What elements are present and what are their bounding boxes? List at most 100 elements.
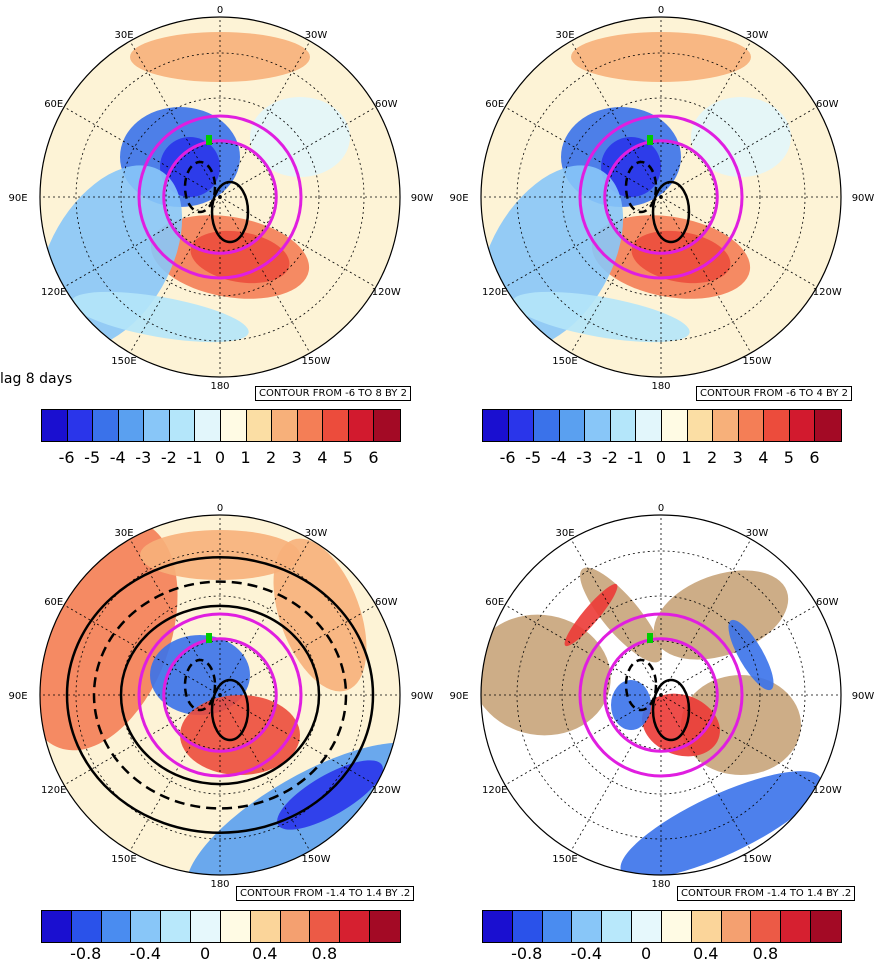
latitude-circle [165,142,275,252]
anomaly-blob [681,675,801,775]
colorbar-tick-label: 3 [291,448,302,467]
longitude-label: 30E [555,528,574,539]
colorbar-swatch [572,911,603,942]
magenta-ring [603,139,719,255]
colorbar-swatch [781,911,812,942]
anomaly-blob [481,614,611,736]
colorbar-tick-label: 2 [707,448,718,467]
longitude-label: 60W [816,597,839,608]
longitude-label: 150W [302,854,331,865]
latitude-circle [561,97,761,297]
lag-label: lag 8 days [0,371,73,387]
contour-line [119,604,321,786]
contour-info-panel-3: CONTOUR FROM -1.4 TO 1.4 BY .2 [236,886,415,901]
colorbar-tick-label: 6 [809,448,820,467]
colorbar-swatch [169,410,196,441]
longitude-label: 180 [210,879,229,890]
colorbar-swatch [118,410,145,441]
colorbar-tick-label: 0 [640,944,652,963]
longitude-label: 150E [111,356,136,367]
longitude-label: 150E [552,854,577,865]
longitude-label: 60E [44,99,63,110]
longitude-label: 90W [411,691,434,702]
colorbar-tick-label: -2 [601,448,618,467]
longitude-label: 120W [813,785,842,796]
colorbar-swatch [815,410,841,441]
contour-info-panel-2: CONTOUR FROM -6 TO 4 BY 2 [696,386,852,401]
meridian-line [63,694,221,786]
colorbar-swatch [42,410,68,441]
polar-panel-3: 0 30W 60W 90W 120W 150W 180 150E 120E 90E 60E 30E [8,503,434,890]
longitude-label: 90E [8,691,27,702]
colorbar-swatch [610,410,637,441]
colorbar-swatch [687,410,714,441]
meridian-line [219,694,377,786]
latitude-circle [606,640,716,750]
colorbar-swatch [661,410,688,441]
meridian-line [219,106,377,198]
meridian-line [63,106,221,198]
magenta-ring [137,114,303,280]
anomaly-blob [580,567,662,663]
green-marker [647,135,653,145]
colorbar-swatch [161,911,192,942]
colorbar-swatch [542,911,573,942]
colorbar-tick-label: 3 [732,448,743,467]
longitude-label: 150W [302,356,331,367]
meridian-line [660,694,818,786]
colorbar-tick-label: 5 [342,448,353,467]
colorbar-tick-label: -0.4 [570,944,603,963]
meridian-line [660,538,752,696]
longitude-label: 30W [305,30,328,41]
colorbar-ticks-bottom-right: -0.8 -0.4 0 0.4 0.8 [482,944,840,964]
meridian-line [570,538,662,696]
longitude-label: 60W [816,99,839,110]
colorbar-swatch [713,410,739,441]
colorbar-swatch [67,410,94,441]
colorbar-swatch [246,410,273,441]
colorbar-swatch [272,410,298,441]
meridian-line [219,40,311,198]
green-marker [647,633,653,643]
longitude-label: 90W [411,193,434,204]
colorbar-swatch [93,410,119,441]
green-marker [206,135,212,145]
colorbar-swatch [602,911,633,942]
longitude-label: 120W [372,287,401,298]
meridian-line [129,538,221,696]
colorbar-tick-label: 0 [214,448,226,467]
contour-line [651,180,691,244]
meridian-line [219,538,311,696]
colorbar-swatch [691,911,722,942]
longitude-label: 150E [111,854,136,865]
colorbar-top-left [41,409,401,442]
meridian-line [660,604,818,696]
anomaly-blob [642,693,720,757]
contour-line-dashed [624,160,658,214]
meridian-line [63,604,221,696]
colorbar-tick-label: -2 [160,448,177,467]
anomaly-blob [512,291,690,343]
colorbar-swatch [323,410,349,441]
colorbar-swatch [483,410,509,441]
colorbar-swatch [585,410,611,441]
colorbar-tick-label: 0 [655,448,667,467]
longitude-label: 0 [658,503,664,514]
map-boundary [39,514,401,876]
colorbar-swatch [195,410,221,441]
colorbar-tick-label: -0.8 [70,944,102,963]
longitude-label: 120E [482,785,507,796]
meridian-line [660,196,752,354]
meridian-line [570,196,662,354]
magenta-ring [578,612,744,778]
contour-line-dashed [183,658,217,712]
green-marker [206,633,212,643]
colorbar-tick-label: 6 [368,448,379,467]
colorbar-swatch [42,911,72,942]
colorbar-bottom-left [41,910,401,943]
colorbar-ticks-top-right: -6 -5 -4 -3 -2 -1 0 1 2 3 4 5 6 [482,448,840,468]
map-boundary [480,16,842,378]
colorbar-tick-label: -5 [525,448,542,467]
longitude-label: 60W [375,99,398,110]
